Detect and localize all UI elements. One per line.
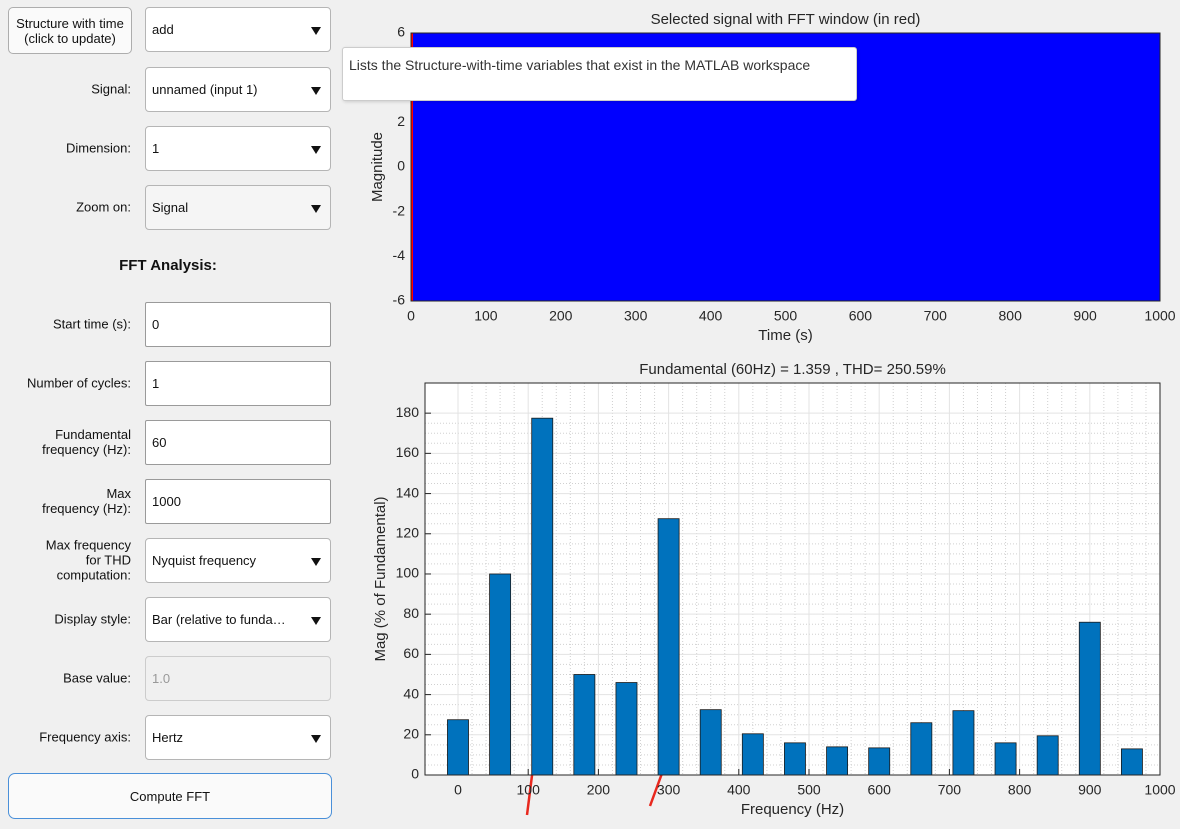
y-tick-label: 160	[396, 444, 420, 460]
bar	[490, 574, 511, 775]
y-tick-label: 0	[397, 158, 405, 174]
bar	[1037, 736, 1058, 775]
chart-title: Fundamental (60Hz) = 1.359 , THD= 250.59…	[639, 361, 946, 378]
y-axis-label: Mag (% of Fundamental)	[372, 496, 389, 661]
x-tick-label: 0	[407, 308, 415, 324]
x-tick-label: 1000	[1144, 308, 1175, 324]
chart-title: Selected signal with FFT window (in red)	[651, 11, 921, 28]
bar	[995, 743, 1016, 775]
x-tick-label: 1000	[1144, 782, 1175, 798]
y-tick-label: 6	[397, 24, 405, 40]
x-axis-label: Time (s)	[758, 327, 812, 344]
bar	[532, 418, 553, 775]
bar	[658, 519, 679, 775]
x-tick-label: 800	[999, 308, 1023, 324]
bar	[447, 720, 468, 775]
bar	[827, 747, 848, 775]
x-tick-label: 400	[727, 782, 751, 798]
y-tick-label: 120	[396, 524, 420, 540]
x-tick-label: 400	[699, 308, 723, 324]
x-tick-label: 700	[924, 308, 948, 324]
x-tick-label: 300	[624, 308, 648, 324]
y-tick-label: -4	[393, 247, 406, 263]
bar	[911, 723, 932, 775]
y-tick-label: 2	[397, 113, 405, 129]
bar	[700, 710, 721, 775]
y-tick-label: 100	[396, 565, 420, 581]
bar	[742, 734, 763, 775]
x-tick-label: 500	[774, 308, 798, 324]
x-tick-label: 900	[1073, 308, 1097, 324]
y-tick-label: 180	[396, 404, 420, 420]
y-tick-label: -6	[393, 292, 406, 308]
y-tick-label: 0	[411, 766, 419, 782]
x-tick-label: 200	[587, 782, 611, 798]
x-tick-label: 500	[797, 782, 821, 798]
x-axis-label: Frequency (Hz)	[741, 801, 844, 818]
x-tick-label: 600	[849, 308, 873, 324]
y-axis-label: Magnitude	[369, 132, 386, 202]
bar	[1079, 622, 1100, 775]
tooltip: Lists the Structure-with-time variables …	[342, 47, 857, 101]
x-tick-label: 0	[454, 782, 462, 798]
y-tick-label: 80	[403, 605, 419, 621]
y-tick-label: 40	[403, 685, 419, 701]
bar	[953, 711, 974, 775]
x-tick-label: 100	[474, 308, 498, 324]
bar	[869, 748, 890, 775]
y-tick-label: -2	[393, 202, 406, 218]
y-tick-label: 20	[403, 725, 419, 741]
y-tick-label: 60	[403, 645, 419, 661]
x-tick-label: 800	[1008, 782, 1032, 798]
bar	[784, 743, 805, 775]
x-tick-label: 900	[1078, 782, 1102, 798]
bar	[574, 674, 595, 775]
bar	[1121, 749, 1142, 775]
bar	[616, 683, 637, 775]
x-tick-label: 100	[517, 782, 541, 798]
x-tick-label: 200	[549, 308, 573, 324]
x-tick-label: 300	[657, 782, 681, 798]
y-tick-label: 140	[396, 484, 420, 500]
x-tick-label: 600	[868, 782, 892, 798]
x-tick-label: 700	[938, 782, 962, 798]
